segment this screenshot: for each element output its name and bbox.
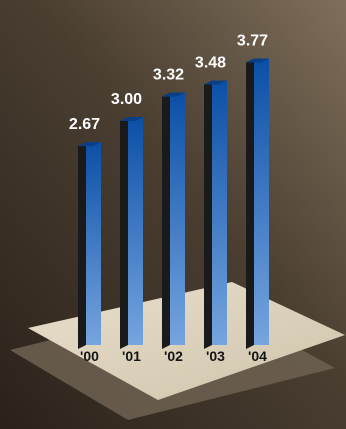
bar-4 bbox=[254, 58, 269, 345]
data-label-0: 2.67 bbox=[69, 116, 100, 133]
data-label-3: 3.48 bbox=[195, 55, 226, 72]
category-label-3: '03 bbox=[206, 348, 225, 364]
bar-top-3 bbox=[204, 80, 227, 85]
bar-3 bbox=[212, 80, 227, 346]
bars-group: 2.67 '00 3.00 '01 3.32 '02 3.48 '03 3.77 '04 bbox=[69, 32, 269, 364]
data-label-2: 3.32 bbox=[153, 67, 184, 84]
bar-side-4 bbox=[246, 58, 254, 349]
bar-2 bbox=[170, 92, 185, 346]
bar-side-2 bbox=[162, 92, 170, 350]
bar-side-3 bbox=[204, 80, 212, 350]
bar-top-4 bbox=[246, 58, 269, 63]
bar-side-1 bbox=[120, 117, 128, 349]
bar-0 bbox=[86, 142, 101, 345]
category-label-1: '01 bbox=[122, 348, 141, 364]
bar-side-0 bbox=[78, 142, 86, 349]
category-label-2: '02 bbox=[164, 348, 183, 364]
data-label-1: 3.00 bbox=[111, 91, 142, 108]
bar-1 bbox=[128, 117, 143, 345]
data-label-4: 3.77 bbox=[237, 32, 268, 49]
bar-top-0 bbox=[78, 142, 101, 147]
category-label-4: '04 bbox=[248, 348, 267, 364]
bar-top-2 bbox=[162, 92, 185, 97]
category-label-0: '00 bbox=[80, 348, 99, 364]
bar-top-1 bbox=[120, 117, 143, 121]
